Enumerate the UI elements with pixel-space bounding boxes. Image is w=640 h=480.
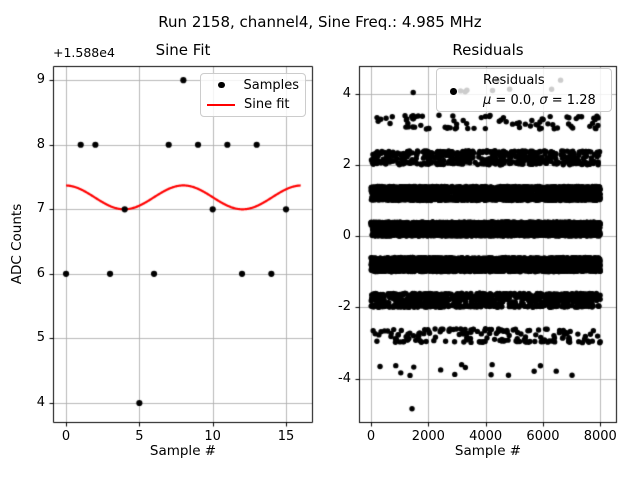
- residuals-legend: Residuals μ = 0.0, σ = 1.28: [436, 68, 612, 112]
- y-tick-label: 5: [36, 330, 45, 346]
- residuals-title: Residuals: [452, 41, 524, 59]
- sine-fit-legend: Samples Sine fit: [200, 73, 306, 117]
- y-axis-offset-text: +1.588e4: [53, 45, 115, 60]
- legend-label-sine-fit: Sine fit: [244, 97, 290, 113]
- y-tick-label: 9: [36, 72, 45, 88]
- x-tick-label: 0: [61, 429, 71, 444]
- x-tick-label: 8000: [583, 429, 617, 444]
- legend-entry-sine-fit: Sine fit: [201, 95, 305, 114]
- figure-title: Run 2158, channel4, Sine Freq.: 4.985 MH…: [158, 13, 482, 31]
- legend-stats: μ = 0.0, σ = 1.28: [483, 93, 596, 108]
- sine-fit-plot-canvas: [45, 58, 321, 431]
- y-tick-label: 4: [36, 394, 45, 410]
- residuals-legend-text: Residuals μ = 0.0, σ = 1.28: [483, 71, 596, 111]
- x-tick-label: 0: [366, 429, 376, 444]
- residuals-plot-canvas: [351, 58, 625, 431]
- legend-label-samples: Samples: [243, 77, 300, 93]
- sine-fit-title: Sine Fit: [155, 41, 211, 59]
- legend-label-residuals: Residuals: [483, 73, 545, 88]
- residuals-xaxis-label: Sample #: [454, 443, 522, 459]
- sine-fit-line-marker-icon: [207, 103, 235, 106]
- sine-fit-xaxis-label: Sample #: [149, 443, 217, 459]
- sine-fit-yaxis-label: ADC Counts: [9, 203, 25, 285]
- legend-entry-samples: Samples: [201, 76, 305, 95]
- y-tick-label: 8: [36, 136, 45, 152]
- x-tick-label: 15: [277, 429, 295, 444]
- samples-dot-marker-icon: [218, 81, 225, 89]
- residuals-dot-marker-icon: [450, 88, 457, 95]
